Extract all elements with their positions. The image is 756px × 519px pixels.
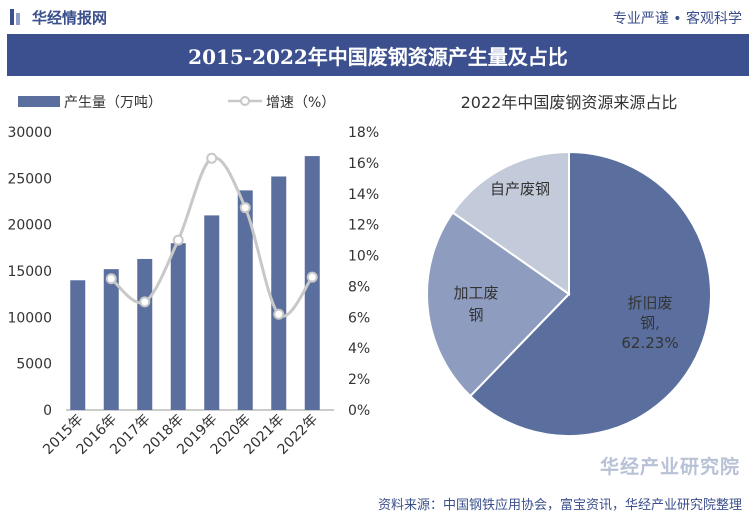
legend-line-marker — [240, 96, 250, 106]
legend-bar-swatch — [18, 96, 60, 107]
y-right-tick-label: 10% — [348, 249, 379, 265]
top-bar: 华经情报网 专业严谨 • 客观科学 — [0, 0, 756, 34]
slogan: 专业严谨 • 客观科学 — [612, 11, 742, 27]
bar — [204, 215, 220, 410]
source-note: 资料来源：中国钢铁应用协会，富宝资讯，华经产业研究院整理 — [377, 498, 742, 513]
bar — [70, 280, 86, 410]
title-bar: 2015-2022年中国废钢资源产生量及占比 — [7, 34, 749, 76]
y-right-tick-label: 2% — [348, 372, 370, 388]
growth-point — [105, 273, 117, 285]
pie-label: 自产废钢 — [490, 180, 550, 198]
growth-point — [306, 271, 318, 283]
y-left-tick-label: 15000 — [7, 264, 52, 280]
bar — [304, 156, 320, 410]
pie-label: 钢 — [468, 306, 483, 324]
page-title: 2015-2022年中国废钢资源产生量及占比 — [188, 44, 568, 69]
pie-title: 2022年中国废钢资源来源占比 — [461, 93, 678, 112]
y-right-tick-label: 6% — [348, 310, 370, 326]
y-right-tick-label: 12% — [348, 218, 379, 234]
growth-point — [172, 234, 184, 246]
brand-logo-icon — [10, 9, 20, 25]
bar — [137, 258, 153, 410]
y-right-tick-label: 8% — [348, 279, 370, 295]
pie-slice — [451, 150, 570, 296]
bar — [237, 190, 253, 410]
growth-point — [273, 308, 285, 320]
bar — [170, 243, 186, 410]
growth-point — [206, 152, 218, 164]
pie-label: 折旧废 — [627, 294, 672, 312]
pie-slice — [426, 211, 571, 398]
bar — [271, 176, 287, 410]
y-left-tick-label: 0 — [43, 403, 52, 419]
legend-line-label: 增速（%） — [266, 95, 335, 111]
pie-slice — [468, 150, 712, 437]
pie-value-label: 62.23% — [621, 334, 678, 352]
y-left-tick-label: 5000 — [16, 357, 52, 373]
brand-name: 华经情报网 — [32, 9, 108, 27]
pie-label: 钢, — [640, 314, 660, 332]
y-left-tick-label: 25000 — [7, 171, 52, 187]
y-right-tick-label: 0% — [348, 403, 370, 419]
watermark-brand: 华经产业研究院 — [599, 456, 740, 478]
legend-bar-label: 产生量（万吨） — [64, 95, 162, 111]
y-right-tick-label: 16% — [348, 156, 379, 172]
y-left-tick-label: 10000 — [7, 310, 52, 326]
growth-point — [239, 202, 251, 214]
pie-label: 加工废 — [453, 284, 498, 302]
bar — [103, 269, 119, 410]
growth-point — [139, 296, 151, 308]
y-right-tick-label: 14% — [348, 187, 379, 203]
chart-canvas: 产生量（万吨） 增速（%） 0 5000 10000 15000 20000 25000 300… — [7, 93, 712, 458]
y-left-tick-label: 20000 — [7, 218, 52, 234]
y-left-tick-label: 30000 — [7, 125, 52, 141]
y-right-tick-label: 18% — [348, 125, 379, 141]
y-right-tick-label: 4% — [348, 341, 370, 357]
